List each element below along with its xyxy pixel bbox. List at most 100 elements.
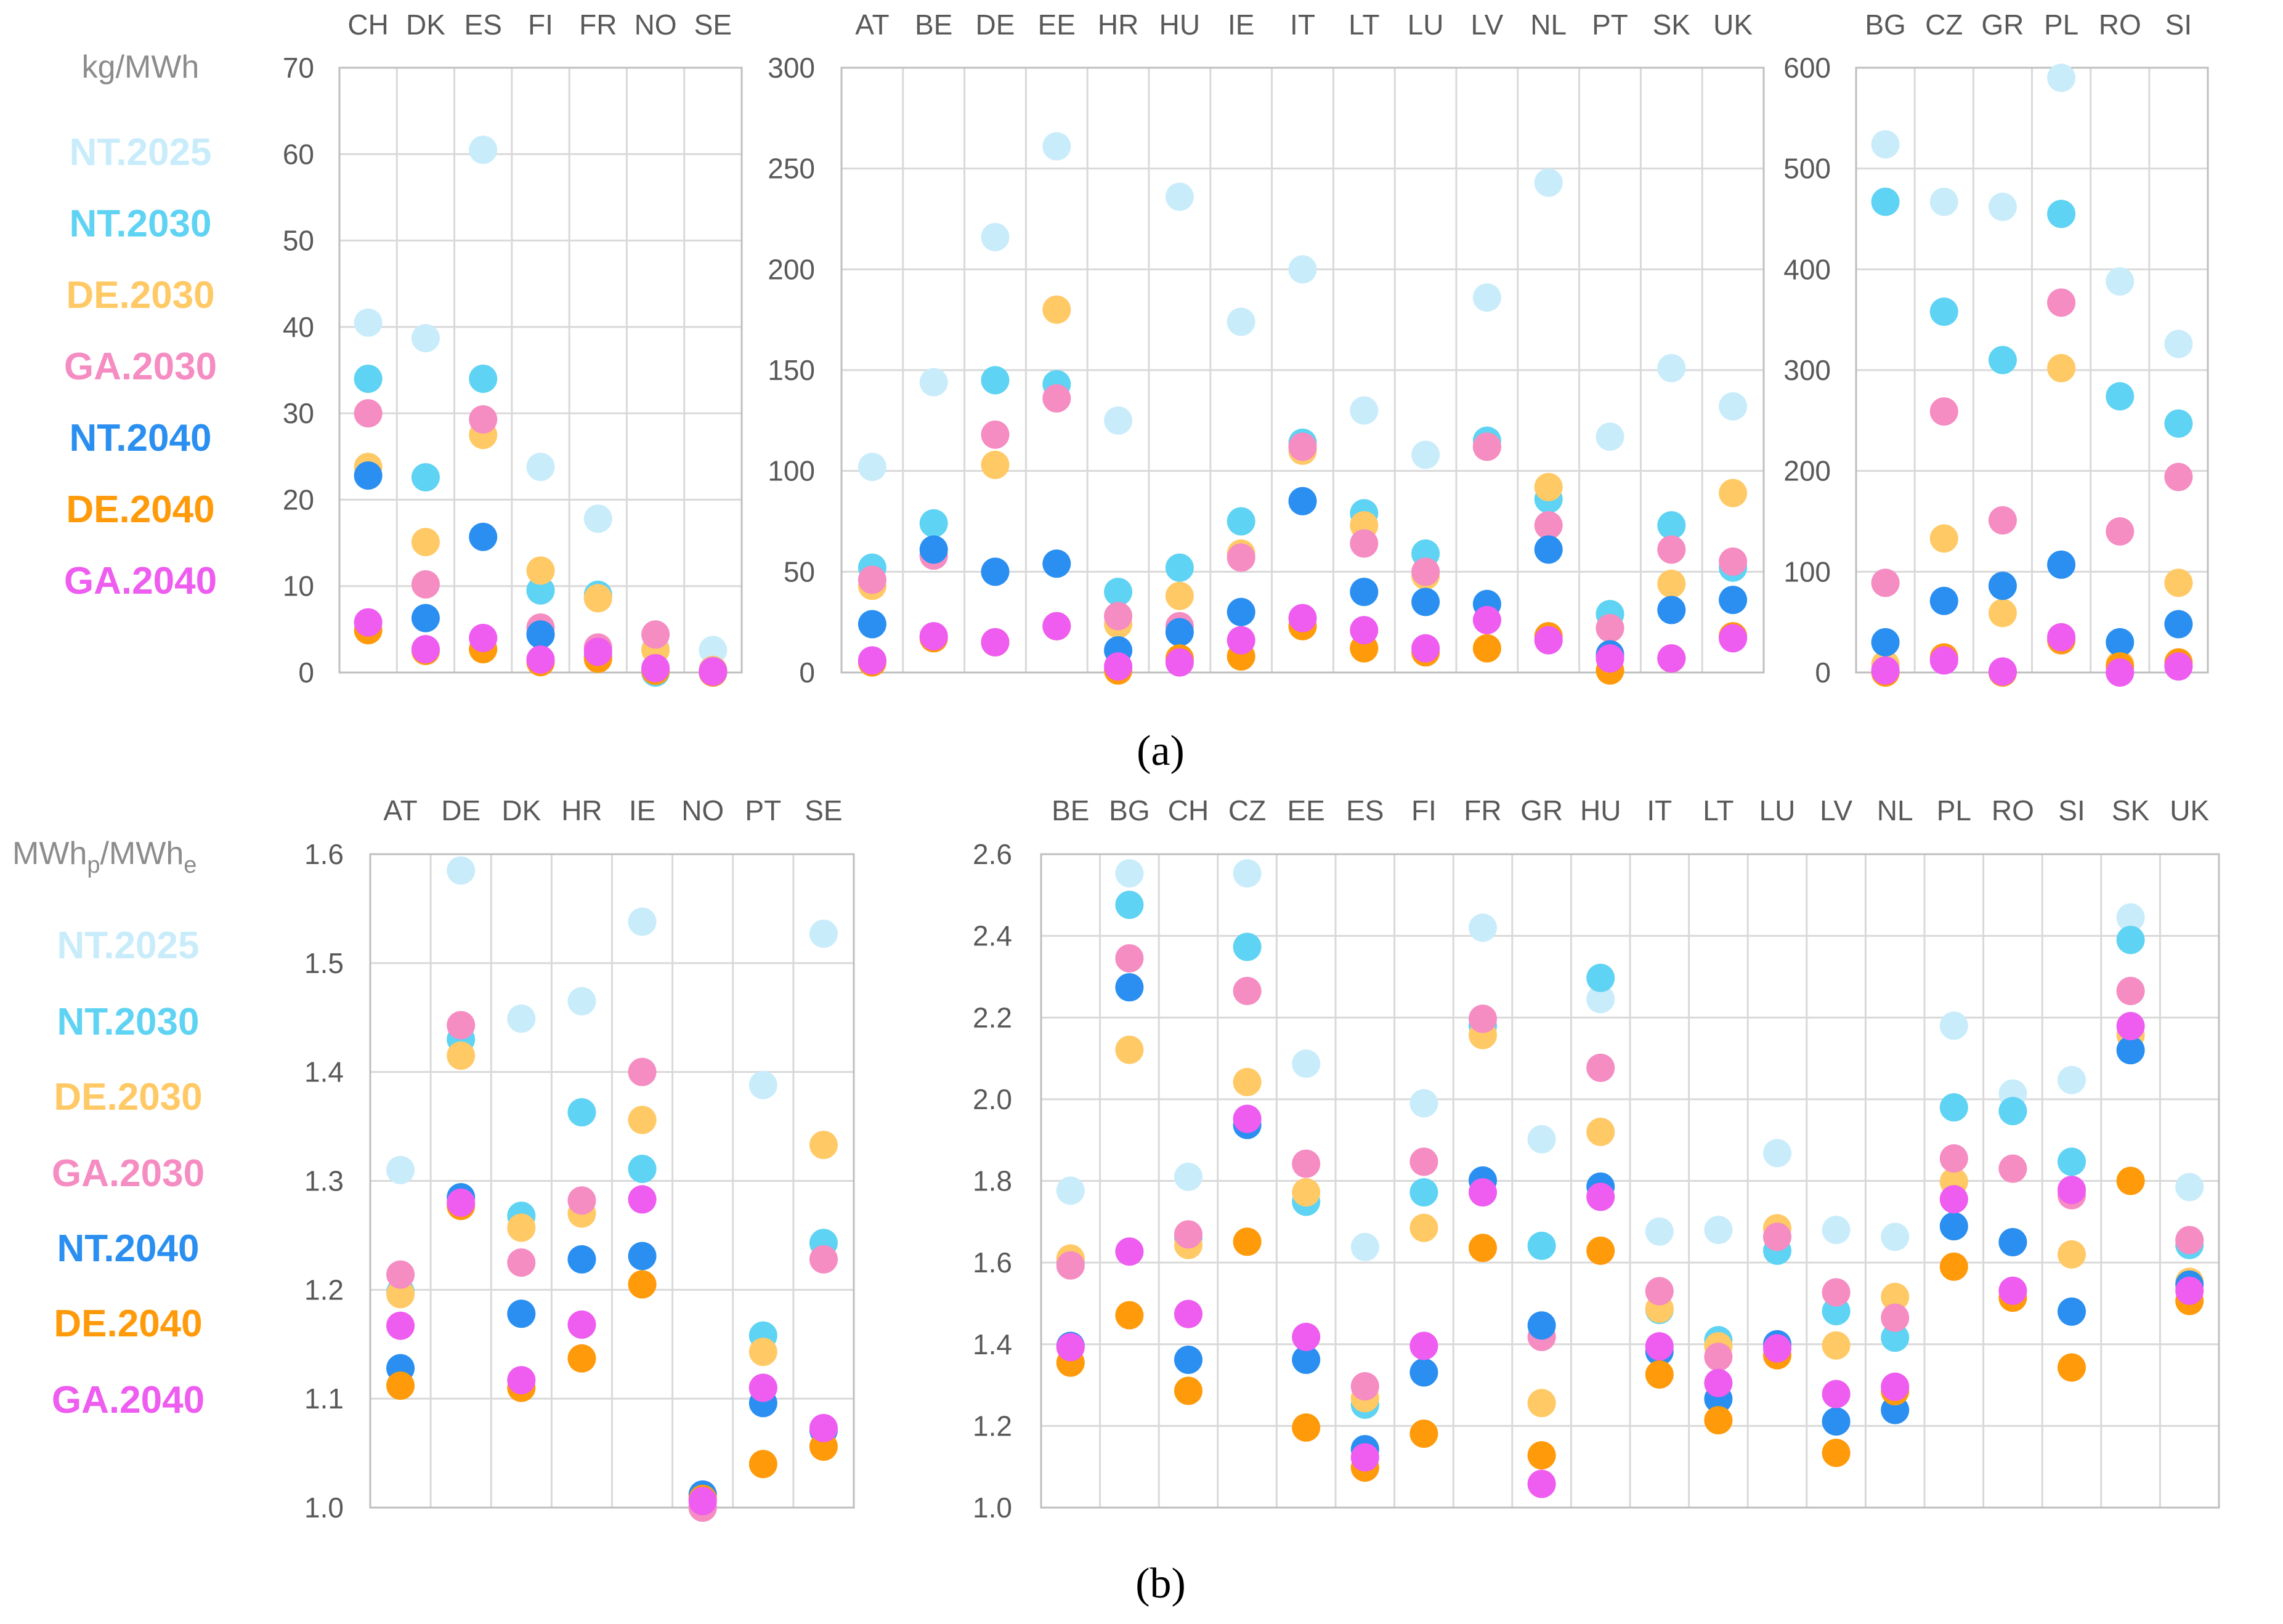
point-nt2025-fi xyxy=(1409,1089,1438,1118)
point-ga2030-ie xyxy=(1227,543,1255,572)
category-label-pt: PT xyxy=(1592,9,1628,41)
point-nt2040-fi xyxy=(1409,1358,1438,1387)
point-nt2040-sk xyxy=(2116,1036,2145,1065)
point-de2040-fi xyxy=(1409,1419,1438,1448)
chart-a3: 0 100 200 300 400 500 600 BG CZ GR PL RO SI xyxy=(1783,9,2209,689)
point-ga2040-lu xyxy=(1411,634,1440,663)
point-de2030-cz xyxy=(1929,524,1958,553)
point-nt2030-hr xyxy=(1104,578,1133,607)
point-ga2030-si xyxy=(2164,463,2193,491)
point-nt2040-ie xyxy=(628,1242,657,1271)
point-nt2030-sk xyxy=(2116,926,2145,955)
category-label-hr: HR xyxy=(561,794,602,826)
point-nt2040-lv xyxy=(1822,1407,1851,1436)
point-ga2030-lt xyxy=(1350,529,1379,558)
panel-label-a: (a) xyxy=(1137,727,1185,775)
category-label-it: IT xyxy=(1290,9,1315,41)
category-label-it: IT xyxy=(1647,794,1672,826)
unit-label-a: kg/MWh xyxy=(82,49,200,85)
point-de2040-bg xyxy=(1115,1301,1144,1330)
point-de2030-pt xyxy=(748,1338,777,1367)
point-nt2030-gr xyxy=(1527,1231,1556,1260)
point-nt2025-dk xyxy=(411,324,440,353)
point-de2030-dk xyxy=(411,528,440,557)
point-ga2040-si xyxy=(2164,652,2193,681)
point-nt2030-cz xyxy=(1233,932,1262,961)
point-ga2040-fr xyxy=(583,637,612,666)
point-nt2025-lv xyxy=(1472,283,1501,312)
point-nt2025-uk xyxy=(1719,392,1748,421)
category-label-fr: FR xyxy=(579,9,617,41)
category-label-dk: DK xyxy=(406,9,445,41)
y-tick-label: 1.5 xyxy=(304,947,344,979)
category-label-ee: EE xyxy=(1038,9,1076,41)
point-nt2030-si xyxy=(2058,1147,2086,1176)
point-ga2040-bg xyxy=(1115,1237,1144,1266)
point-ga2030-lt xyxy=(1704,1343,1733,1372)
point-nt2040-de xyxy=(981,557,1010,586)
category-label-hu: HU xyxy=(1580,794,1621,826)
point-de2030-pl xyxy=(2047,353,2076,382)
point-nt2030-dk xyxy=(411,463,440,491)
point-de2030-de xyxy=(447,1041,476,1070)
category-label-ch: CH xyxy=(347,9,388,41)
point-de2040-ie xyxy=(628,1270,657,1299)
y-tick-label: 100 xyxy=(1783,555,1831,588)
category-label-uk: UK xyxy=(1713,9,1753,41)
category-label-lv: LV xyxy=(1470,9,1503,41)
plot-frame xyxy=(1855,67,2209,674)
point-de2030-fi xyxy=(1409,1213,1438,1242)
legend-b: NT.2025 NT.2030 DE.2030 GA.2030 NT.2040 … xyxy=(52,924,205,1421)
legend-b-item-nt2040: NT.2040 xyxy=(57,1227,200,1270)
legend-a-item-nt2030: NT.2030 xyxy=(70,203,212,245)
point-ga2030-fi xyxy=(1409,1147,1438,1176)
point-nt2040-ee xyxy=(1042,549,1071,578)
point-ga2040-si xyxy=(2058,1176,2086,1205)
category-label-sk: SK xyxy=(1653,9,1691,41)
point-nt2030-es xyxy=(469,365,498,394)
point-nt2030-pl xyxy=(1939,1093,1968,1122)
point-ga2030-bg xyxy=(1871,568,1900,597)
point-nt2025-se xyxy=(809,919,838,948)
point-nt2025-be xyxy=(1056,1176,1085,1205)
y-tick-label: 600 xyxy=(1783,52,1831,84)
point-ga2030-nl xyxy=(1534,511,1563,540)
y-tick-label: 2.6 xyxy=(973,838,1012,870)
point-de2030-lv xyxy=(1822,1331,1851,1360)
category-label-pl: PL xyxy=(1937,794,1971,826)
point-de2030-fi xyxy=(526,556,555,585)
point-ga2030-at xyxy=(858,565,886,594)
category-label-ee: EE xyxy=(1287,794,1325,826)
y-tick-label: 10 xyxy=(283,570,314,602)
point-ga2030-pl xyxy=(1939,1144,1968,1173)
point-de2030-si xyxy=(2164,568,2193,597)
point-ga2040-se xyxy=(809,1413,838,1442)
point-ga2030-ch xyxy=(1174,1220,1202,1249)
point-ga2030-fr xyxy=(1469,1004,1497,1033)
point-ga2040-hu xyxy=(1586,1182,1615,1211)
point-nt2025-pl xyxy=(1939,1011,1968,1040)
category-label-lv: LV xyxy=(1820,794,1852,826)
point-ga2030-lu xyxy=(1411,557,1440,586)
point-nt2030-hu xyxy=(1165,553,1194,582)
point-nt2025-lt xyxy=(1704,1216,1733,1245)
category-label-nl: NL xyxy=(1877,794,1913,826)
category-label-de: DE xyxy=(441,794,481,826)
point-nt2040-nl xyxy=(1534,535,1563,564)
point-nt2030-hr xyxy=(567,1098,596,1127)
category-label-si: SI xyxy=(2165,9,2192,41)
y-tick-label: 50 xyxy=(283,225,314,257)
point-nt2040-ee xyxy=(1292,1345,1321,1374)
legend-a-item-ga2040: GA.2040 xyxy=(64,560,217,602)
point-ga2040-gr xyxy=(1988,657,2017,686)
point-ga2040-es xyxy=(1350,1443,1379,1472)
point-nt2025-ie xyxy=(1227,307,1255,336)
point-nt2025-uk xyxy=(2175,1173,2204,1202)
point-de2040-si xyxy=(2058,1353,2086,1382)
point-ga2030-at xyxy=(386,1260,415,1289)
point-nt2025-cz xyxy=(1929,187,1958,216)
y-tick-label: 20 xyxy=(283,483,314,515)
legend-a-item-nt2025: NT.2025 xyxy=(70,131,212,174)
point-nt2040-ro xyxy=(1998,1227,2027,1256)
chart-a1: 0 10 20 30 40 50 60 70 CH DK ES FI FR NO SE xyxy=(283,9,743,689)
